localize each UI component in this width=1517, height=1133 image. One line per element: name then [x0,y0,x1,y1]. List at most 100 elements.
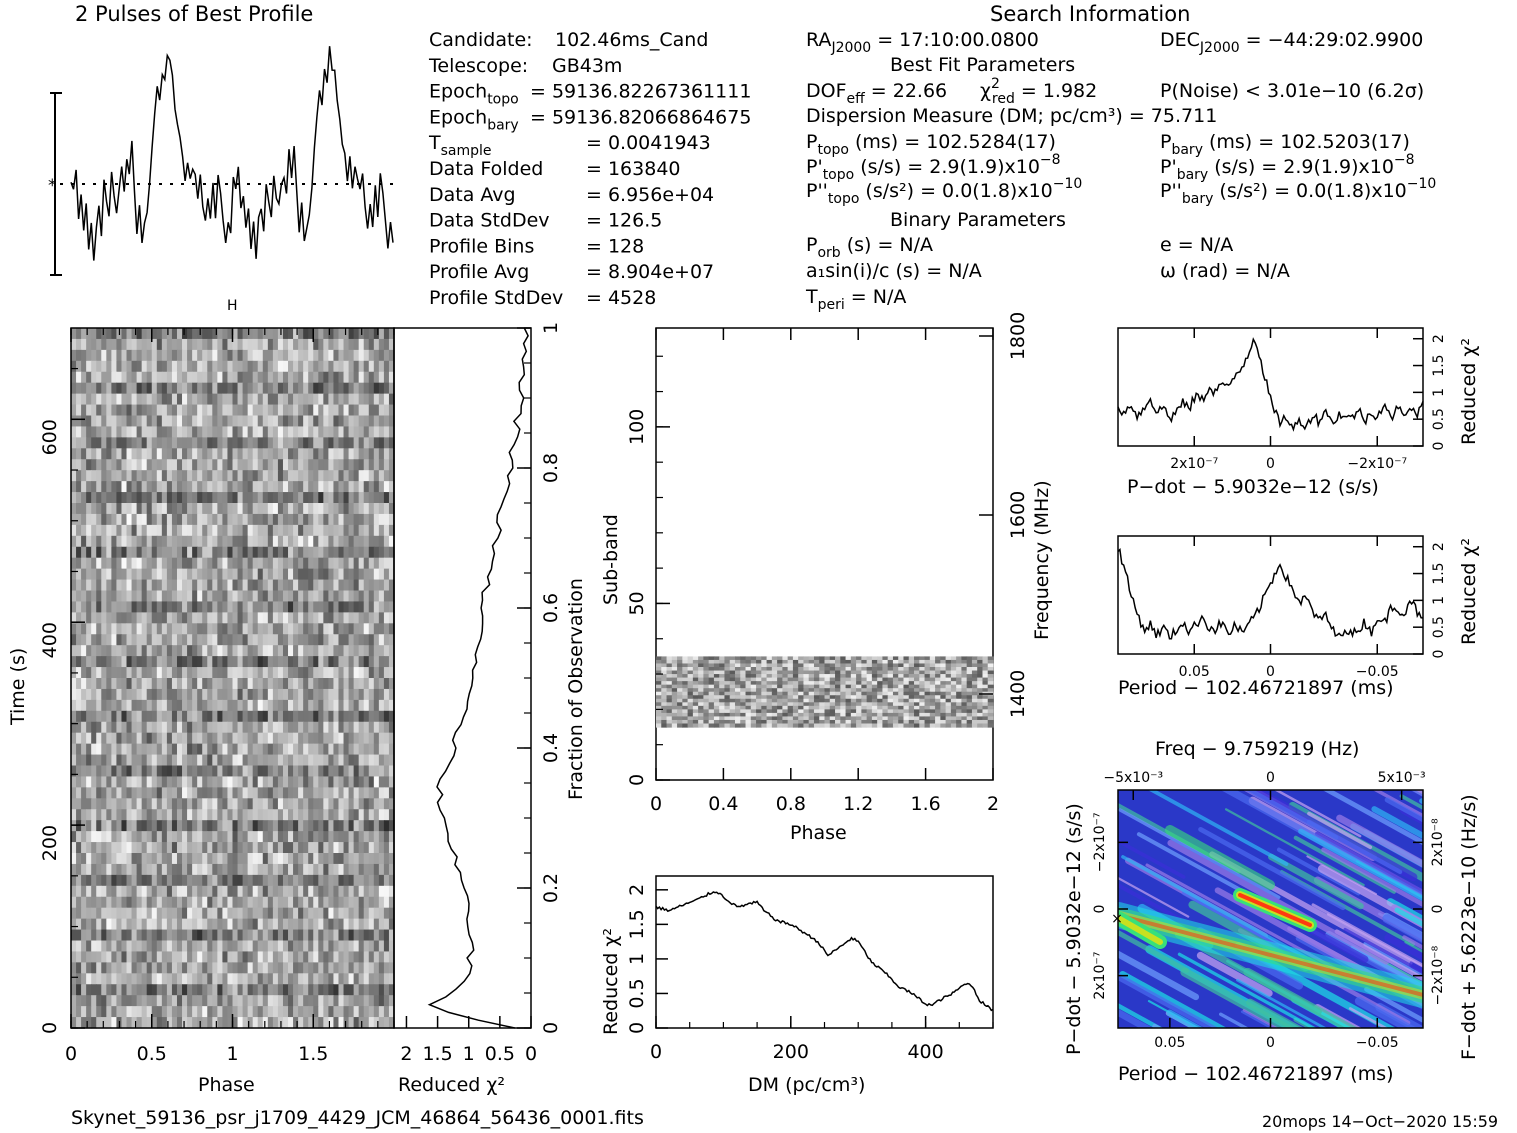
info-value: = 4528 [586,287,656,309]
svg-text:DECJ2000= −44:29:02.9900: DECJ2000 = −44:29:02.9900 [1160,29,1423,56]
time-phase-ylabel: Time (s) [7,648,29,726]
info-label: Tsample [428,132,492,159]
x-tick-label: 0.5 [137,1043,167,1065]
time-phase-axes: 0 0.5 1 1.5 0 200 400 600 [39,328,395,1065]
stripe [1475,772,1517,859]
stripe [1298,828,1423,902]
stripe [1364,986,1423,1024]
info-value: = 0.0041943 [586,132,711,154]
info-value: = 163840 [586,158,681,180]
info-value: = 59136.82066864675 [530,106,751,128]
pdot-ylabel: Reduced χ² [1458,338,1480,445]
y-tick-label: 0.5 [1431,616,1447,638]
stripe [1477,783,1517,899]
x-tick-label: 1 [463,1043,475,1065]
svg-text:e = N/A: e = N/A [1160,234,1233,256]
y-tick-label: 2x10⁻⁷ [1092,952,1108,1000]
y-tick-label: 0 [626,774,648,786]
stripe [1499,917,1517,1038]
svg-text:P''bary(s/s²) = 0.0(1.8)x10−10: P''bary (s/s²) = 0.0(1.8)x10−10 [1160,176,1436,207]
x-tick-label: 0 [1266,664,1275,680]
y2-tick-label: 2x10⁻⁸ [1430,818,1446,866]
y-tick-label: 0.5 [626,978,648,1008]
subband-axes: 0 0.4 0.8 1.2 1.6 2 0 50 100 1400 1600 1800 [626,312,1029,815]
freq-title: Freq − 9.759219 (Hz) [1155,738,1359,760]
x-tick-label: 1.5 [422,1043,452,1065]
y-tick-label: 2 [626,884,648,896]
stripe [1474,856,1517,925]
info-value: = 8.904e+07 [586,261,714,283]
footer-stamp: 20mops 14−Oct−2020 15:59 [1262,1112,1498,1131]
stripe [1293,835,1396,894]
stripe [1118,950,1200,1001]
profile-line [70,46,394,261]
x2-tick-label: 0 [1266,770,1275,786]
x-tick-label: −0.05 [1356,664,1399,680]
candidate-info: Candidate: 102.46ms_Cand Telescope: GB43m Ep… [428,29,751,309]
svg-text:P'topo(s/s) = 2.9(1.9)x10−8: P'topo (s/s) = 2.9(1.9)x10−8 [806,152,1061,183]
y-tick-label: 0 [1092,905,1108,914]
stripe [1236,978,1328,1028]
footer-filename: Skynet_59136_psr_j1709_4429_JCM_46864_56… [71,1107,644,1129]
y-tick-label: 0 [540,1022,562,1034]
dm-curve-line [655,891,994,1012]
h-marker: H [227,298,238,314]
x-tick-label: 2 [987,793,999,815]
stripe [1311,903,1423,968]
stripe [1118,876,1190,918]
svg-text:ω (rad) = N/A: ω (rad) = N/A [1160,260,1290,282]
svg-text:Dispersion Measure (DM; pc/cm³: Dispersion Measure (DM; pc/cm³) = 75.711 [806,105,1217,127]
stripe [1147,790,1289,866]
stripe [1375,1002,1423,1028]
x-tick-label: 200 [773,1041,809,1063]
pdot-curve-line [1117,337,1424,432]
stripe [1196,951,1273,997]
x-tick-label: 0 [525,1043,537,1065]
stripe [1371,806,1423,840]
x-tick-label: 0 [1266,456,1275,472]
period-xlabel: Period − 102.46721897 (ms) [1118,677,1394,699]
stripe [1136,832,1247,895]
pdot-axes: 2x10⁻⁷ 0 −2x10⁻⁷ 0 0.5 1 1.5 2 [1170,328,1447,472]
subband-xlabel: Phase [790,822,847,844]
x-tick-label: 1.6 [910,793,940,815]
stripe [1118,972,1219,1028]
stripe [1384,934,1423,961]
x-tick-label: 0 [650,1041,662,1063]
frequency-ylabel: Frequency (MHz) [1031,480,1053,640]
stripe [1246,998,1305,1028]
stripe [1119,971,1228,1028]
svg-text:a₁sin(i)/c (s) = N/A: a₁sin(i)/c (s) = N/A [806,260,982,282]
stripe [1336,814,1423,868]
svg-text:P'bary(s/s) = 2.9(1.9)x10−8: P'bary (s/s) = 2.9(1.9)x10−8 [1160,152,1415,183]
stripe [1307,811,1373,850]
y-tick-label: 1 [540,322,562,334]
y-tick-label: 50 [626,591,648,615]
y-tick-label: 1 [1431,388,1447,397]
y-tick-label: 2 [1431,334,1447,343]
stripe [1118,929,1190,973]
stripe [1410,790,1423,798]
profile-avg-marker: * [48,176,57,196]
stripe [1497,944,1517,1021]
stripe [1180,967,1296,1028]
binary-title: Binary Parameters [890,209,1066,231]
y-tick-label: 0 [39,1022,61,1034]
y-tick-label: 0.2 [540,873,562,903]
stripe [1363,941,1423,979]
info-label: Data Avg [429,184,516,206]
stripe [1482,861,1517,959]
y-tick-label: 0.5 [1431,408,1447,430]
x-tick-label: 0.4 [708,793,738,815]
subband-ylabel: Sub-band [600,514,622,605]
y2-tick-label: 0 [1430,905,1446,914]
y-tick-label: 0.4 [540,733,562,763]
best-marker: × [1111,911,1123,927]
x-tick-label: 0.5 [485,1043,515,1065]
profile-title: 2 Pulses of Best Profile [75,2,313,26]
info-label: Candidate: [429,29,533,51]
svg-text:Tperi= N/A: Tperi = N/A [805,286,906,313]
pp-xlabel: Period − 102.46721897 (ms) [1118,1063,1394,1085]
stripe [1118,882,1182,922]
